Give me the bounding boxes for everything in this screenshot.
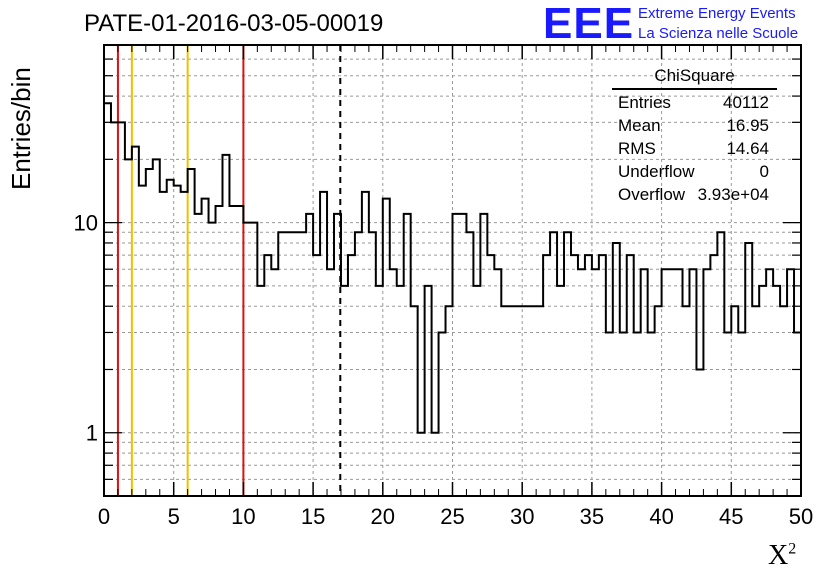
stats-label: Overflow bbox=[618, 185, 686, 204]
stats-title: ChiSquare bbox=[612, 66, 777, 90]
histogram-series bbox=[104, 102, 801, 434]
y-tick-label: 1 bbox=[86, 421, 98, 446]
reference-lines bbox=[116, 45, 342, 496]
stats-box: ChiSquare Entries 40112 Mean 16.95 RMS 14.6… bbox=[612, 66, 777, 206]
stats-row-overflow: Overflow 3.93e+04 bbox=[612, 183, 777, 206]
tick-labels: 0 5 10 15 20 25 30 35 40 45 50 1 10 bbox=[74, 211, 814, 529]
stats-label: Underflow bbox=[618, 162, 695, 181]
stats-value: 14.64 bbox=[726, 139, 769, 158]
stats-row-mean: Mean 16.95 bbox=[612, 114, 777, 137]
stats-value: 16.95 bbox=[726, 116, 769, 135]
chart-title: PATE-01-2016-03-05-00019 bbox=[84, 10, 384, 37]
x-tick-label: 40 bbox=[649, 504, 673, 529]
stats-row-rms: RMS 14.64 bbox=[612, 137, 777, 160]
x-tick-label: 10 bbox=[231, 504, 255, 529]
stats-row-entries: Entries 40112 bbox=[612, 91, 777, 114]
y-axis-label: Entries/bin bbox=[6, 67, 36, 190]
axis-ticks bbox=[103, 44, 802, 497]
x-tick-label: 15 bbox=[301, 504, 325, 529]
eee-logo: EEE bbox=[543, 0, 635, 48]
stats-label: Mean bbox=[618, 116, 661, 135]
x-tick-label: 5 bbox=[168, 504, 180, 529]
y-tick-label: 10 bbox=[74, 211, 98, 236]
x-axis-label: X2 bbox=[768, 540, 796, 572]
x-tick-label: 45 bbox=[719, 504, 743, 529]
stats-value: 0 bbox=[759, 162, 769, 181]
stats-label: RMS bbox=[618, 139, 656, 158]
x-axis-label-base: X bbox=[768, 540, 789, 571]
x-tick-label: 20 bbox=[371, 504, 395, 529]
stats-value: 40112 bbox=[722, 93, 769, 112]
x-tick-label: 25 bbox=[440, 504, 464, 529]
stats-row-underflow: Underflow 0 bbox=[612, 160, 777, 183]
x-tick-label: 35 bbox=[580, 504, 604, 529]
x-tick-label: 0 bbox=[98, 504, 110, 529]
x-tick-label: 30 bbox=[510, 504, 534, 529]
stats-label: Entries bbox=[618, 93, 671, 112]
x-axis-label-sup: 2 bbox=[788, 540, 797, 558]
x-tick-label: 50 bbox=[789, 504, 813, 529]
logo-text-line2: La Scienza nelle Scuole bbox=[638, 25, 799, 42]
stats-value: 3.93e+04 bbox=[697, 185, 769, 204]
logo-text-line1: Extreme Energy Events bbox=[638, 5, 796, 22]
